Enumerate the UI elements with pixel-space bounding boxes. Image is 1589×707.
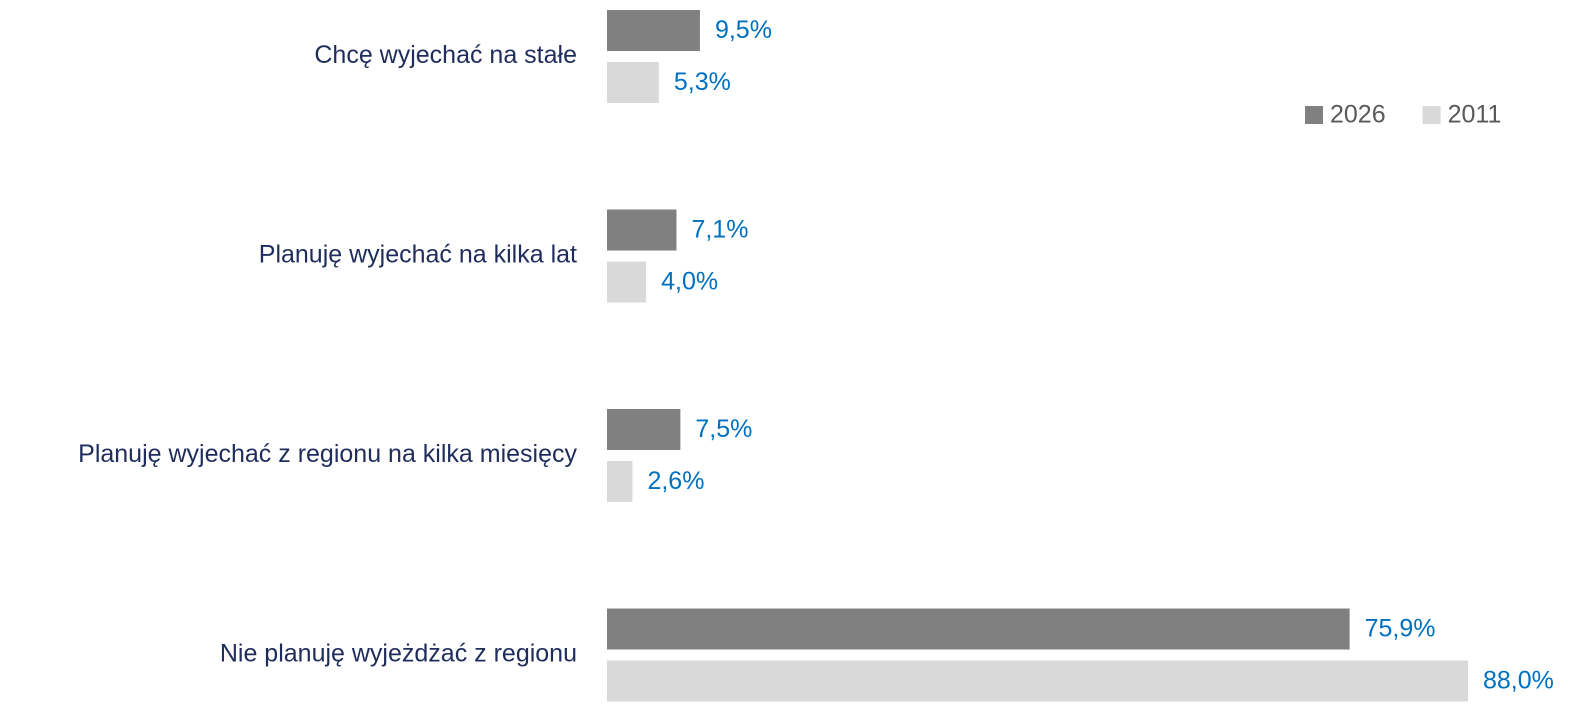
bar <box>607 608 1350 650</box>
category-label: Chcę wyjechać na stałe <box>314 41 577 69</box>
bar <box>607 409 681 450</box>
value-label: 4,0% <box>661 268 718 296</box>
legend-label: 2011 <box>1448 101 1502 129</box>
bar <box>607 62 659 103</box>
value-label: 2,6% <box>647 467 704 495</box>
category-label: Nie planuję wyjeżdżać z regionu <box>220 640 577 668</box>
legend-swatch <box>1305 106 1323 124</box>
legend-label: 2026 <box>1330 101 1386 129</box>
value-label: 7,5% <box>695 415 752 443</box>
bar <box>607 660 1468 702</box>
bar <box>607 461 633 502</box>
value-label: 5,3% <box>674 68 731 96</box>
bar <box>607 10 700 51</box>
bar <box>607 261 647 303</box>
category-label: Planuję wyjechać na kilka lat <box>259 241 577 269</box>
bar <box>607 209 677 251</box>
legend-swatch <box>1422 106 1441 124</box>
value-label: 88,0% <box>1483 667 1554 695</box>
value-label: 75,9% <box>1365 615 1436 643</box>
value-label: 9,5% <box>715 16 772 44</box>
value-label: 7,1% <box>691 216 748 244</box>
category-label: Planuję wyjechać z regionu na kilka mies… <box>78 440 577 468</box>
